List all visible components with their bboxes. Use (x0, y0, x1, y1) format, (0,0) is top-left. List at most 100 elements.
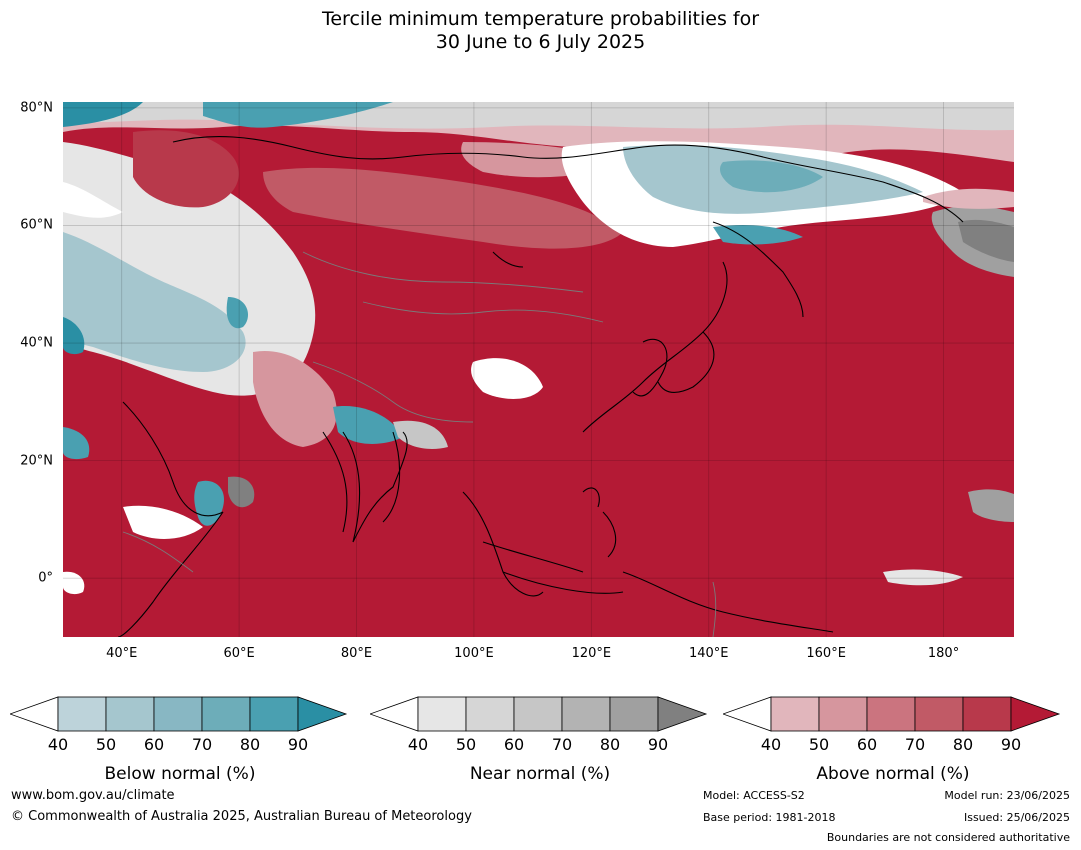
latitude-label: 40°N (20, 335, 53, 351)
legend-tick-label: 40 (407, 735, 429, 754)
legend-near-normal-caption: Near normal (%) (469, 764, 611, 784)
legend-near-normal-colorbar (370, 696, 708, 732)
border-mongolia-china (362, 301, 604, 323)
border-east-africa (122, 531, 194, 573)
legend-segment (465, 696, 515, 732)
legend-segment (57, 696, 107, 732)
copyright-text: © Commonwealth of Australia 2025, Austra… (11, 809, 472, 824)
legend-tick-label: 80 (239, 735, 261, 754)
legend-above-normal-ticks: 40 50 60 70 80 90 (723, 735, 1063, 755)
legend-segment-above-90 (297, 696, 348, 732)
field-below-okhotsk (713, 225, 803, 245)
legend-tick-label: 80 (952, 735, 974, 754)
legend-tick-label: 70 (551, 735, 573, 754)
map-gridlines (63, 102, 1014, 637)
legend-tick-label: 70 (904, 735, 926, 754)
legend-tick-label: 40 (47, 735, 69, 754)
border-central-asia (312, 361, 474, 423)
longitude-label: 160°E (806, 646, 846, 661)
field-above-50-central-asia (253, 351, 337, 447)
coastline-philippines-north (582, 487, 600, 508)
legend-segment (561, 696, 611, 732)
field-below-arctic-west (63, 102, 143, 127)
coastline-india-east (382, 431, 401, 523)
map-title-line-2: 30 June to 6 July 2025 (435, 31, 646, 53)
coastline-new-guinea (622, 571, 834, 633)
border-new-guinea (712, 581, 717, 637)
coastline-southeast-asia (462, 491, 544, 597)
coastline-philippines-south (602, 511, 617, 558)
legend-segment (914, 696, 964, 732)
legend-tick-label: 90 (1000, 735, 1022, 754)
field-below-arctic-central (203, 102, 393, 128)
legend-segment-below-40 (10, 696, 59, 732)
coastline-japan (657, 331, 715, 393)
forecast-map-canvas (63, 102, 1014, 637)
legend-segment (249, 696, 299, 732)
boundaries-note: Boundaries are not considered authoritat… (826, 831, 1070, 844)
coastlines (117, 136, 964, 637)
coastline-korea (632, 338, 668, 397)
legend-tick-label: 50 (95, 735, 117, 754)
legend-tick-label: 90 (287, 735, 309, 754)
map-title-line-1: Tercile minimum temperature probabilitie… (321, 8, 760, 30)
field-near-pacific-east (968, 489, 1014, 522)
field-near-equatorial-pacific (883, 569, 963, 586)
legend-below-normal: 40 50 60 70 80 90 Below normal (%) (10, 695, 350, 784)
model-run-text: Model run: 23/06/2025 (944, 789, 1070, 802)
field-near-chukotka-core (958, 219, 1014, 262)
latitude-label: 60°N (20, 217, 53, 233)
legend-segment-above-90 (1010, 696, 1061, 732)
coastline-east-asia (582, 261, 728, 433)
legend-tick-label: 60 (856, 735, 878, 754)
field-above-west-russia (133, 130, 239, 208)
coastline-malaysia (482, 541, 584, 573)
legend-above-normal: 40 50 60 70 80 90 Above normal (%) (723, 695, 1063, 784)
field-white-west (63, 182, 123, 218)
legend-segment (513, 696, 563, 732)
legend-segment (962, 696, 1012, 732)
field-below-sahel (63, 427, 90, 460)
country-borders (122, 251, 717, 637)
forecast-map[interactable] (63, 102, 1014, 637)
longitude-label: 40°E (106, 646, 138, 661)
coastline-lake-baikal (492, 251, 524, 268)
longitude-label: 120°E (571, 646, 612, 661)
legend-below-normal-colorbar (10, 696, 348, 732)
coastline-arctic (172, 136, 964, 223)
legend-tick-label: 60 (143, 735, 165, 754)
coastline-okhotsk (712, 221, 804, 318)
longitude-label: 100°E (454, 646, 494, 661)
coastline-arabia (122, 401, 224, 517)
legend-tick-label: 40 (760, 735, 782, 754)
field-white-equatorial-africa (63, 571, 85, 595)
legend-tick-label: 80 (599, 735, 621, 754)
legend-below-normal-ticks: 40 50 60 70 80 90 (10, 735, 350, 755)
legend-above-normal-colorbar (723, 696, 1061, 732)
field-below-caspian (63, 232, 246, 372)
legend-segment (201, 696, 251, 732)
field-above-70-siberia (263, 167, 623, 249)
field-below-caspian-core (226, 297, 248, 329)
longitude-label: 140°E (688, 646, 729, 661)
legend-above-normal-caption: Above normal (%) (816, 764, 970, 784)
website-link[interactable]: www.bom.gov.au/climate (11, 788, 175, 803)
legend-near-normal: 40 50 60 70 80 90 Near normal (%) (370, 695, 710, 784)
longitude-label: 60°E (223, 646, 255, 661)
base-period-text: Base period: 1981-2018 (703, 811, 836, 824)
legend-tick-label: 50 (455, 735, 477, 754)
legend-tick-label: 70 (191, 735, 213, 754)
coastline-pakistan (322, 431, 348, 533)
field-white-east-africa (123, 505, 203, 539)
coastline-east-africa (117, 511, 224, 637)
latitude-label: 80°N (20, 100, 53, 116)
field-below-north-india (333, 406, 403, 444)
legend-segment (105, 696, 155, 732)
legend-below-normal-caption: Below normal (%) (104, 764, 256, 784)
field-below-east-siberia-core (720, 160, 823, 193)
legend-tick-label: 50 (808, 735, 830, 754)
legend-tick-label: 60 (503, 735, 525, 754)
legend-segment-below-40 (370, 696, 419, 732)
field-below-black-sea (63, 317, 85, 355)
field-white-tibet (471, 358, 543, 399)
